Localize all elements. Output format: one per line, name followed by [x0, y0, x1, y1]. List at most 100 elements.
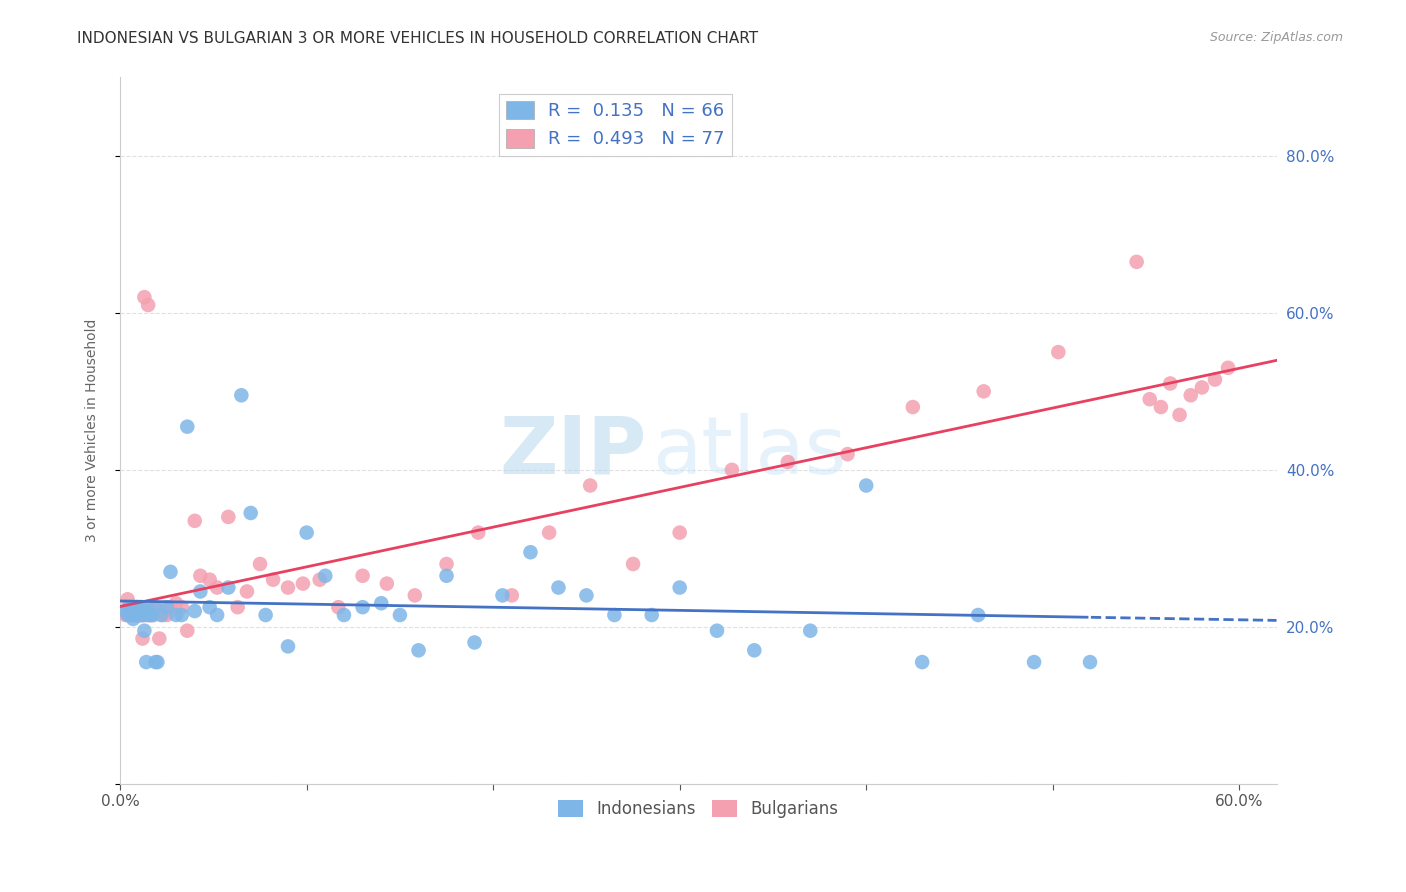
Point — [131, 604, 153, 618]
Point — [118, 604, 141, 618]
Point — [122, 600, 145, 615]
Point — [188, 584, 211, 599]
Point — [436, 557, 458, 571]
Point — [146, 655, 169, 669]
Point — [1125, 255, 1147, 269]
Point — [118, 600, 141, 615]
Point — [134, 624, 156, 638]
Point — [501, 588, 523, 602]
Point — [217, 581, 239, 595]
Point — [159, 600, 181, 615]
Point — [1022, 655, 1045, 669]
Point — [217, 509, 239, 524]
Point — [135, 604, 157, 618]
Point — [136, 607, 159, 622]
Point — [1191, 380, 1213, 394]
Point — [1139, 392, 1161, 407]
Point — [152, 607, 174, 622]
Point — [641, 607, 664, 622]
Point — [404, 588, 426, 602]
Point — [1216, 360, 1239, 375]
Point — [603, 607, 626, 622]
Point — [118, 607, 141, 622]
Point — [184, 604, 207, 618]
Point — [117, 592, 139, 607]
Point — [901, 400, 924, 414]
Point — [184, 514, 207, 528]
Point — [1168, 408, 1191, 422]
Point — [125, 600, 148, 615]
Point — [226, 600, 249, 615]
Point — [328, 600, 350, 615]
Point — [236, 584, 259, 599]
Legend: Indonesians, Bulgarians: Indonesians, Bulgarians — [551, 793, 845, 825]
Point — [120, 607, 142, 622]
Point — [198, 573, 221, 587]
Point — [706, 624, 728, 638]
Point — [547, 581, 569, 595]
Y-axis label: 3 or more Vehicles in Household: 3 or more Vehicles in Household — [86, 319, 100, 542]
Point — [131, 607, 153, 622]
Point — [120, 607, 142, 622]
Point — [128, 604, 150, 618]
Point — [122, 604, 145, 618]
Point — [621, 557, 644, 571]
Point — [165, 596, 187, 610]
Point — [668, 581, 690, 595]
Point — [165, 607, 187, 622]
Point — [134, 604, 156, 618]
Point — [277, 640, 299, 654]
Point — [239, 506, 262, 520]
Point — [124, 604, 146, 618]
Point — [114, 604, 136, 618]
Point — [176, 624, 198, 638]
Point — [1047, 345, 1070, 359]
Point — [463, 635, 485, 649]
Point — [150, 604, 173, 618]
Point — [538, 525, 561, 540]
Point — [188, 568, 211, 582]
Point — [141, 607, 163, 622]
Point — [142, 600, 165, 615]
Point — [129, 607, 152, 622]
Point — [668, 525, 690, 540]
Point — [519, 545, 541, 559]
Point — [139, 607, 162, 622]
Point — [249, 557, 271, 571]
Text: INDONESIAN VS BULGARIAN 3 OR MORE VEHICLES IN HOUSEHOLD CORRELATION CHART: INDONESIAN VS BULGARIAN 3 OR MORE VEHICL… — [77, 31, 758, 46]
Point — [135, 607, 157, 622]
Point — [129, 600, 152, 615]
Text: atlas: atlas — [652, 413, 846, 491]
Point — [575, 588, 598, 602]
Point — [254, 607, 277, 622]
Point — [120, 604, 142, 618]
Point — [156, 607, 179, 622]
Point — [120, 600, 142, 615]
Point — [352, 568, 374, 582]
Point — [117, 607, 139, 622]
Point — [742, 643, 765, 657]
Point — [352, 600, 374, 615]
Point — [131, 607, 153, 622]
Point — [122, 612, 145, 626]
Point — [408, 643, 430, 657]
Point — [308, 573, 330, 587]
Point — [125, 607, 148, 622]
Point — [1159, 376, 1181, 391]
Point — [973, 384, 995, 399]
Point — [128, 607, 150, 622]
Point — [291, 576, 314, 591]
Point — [141, 607, 163, 622]
Point — [129, 607, 152, 622]
Point — [1078, 655, 1101, 669]
Point — [491, 588, 513, 602]
Point — [314, 568, 336, 582]
Point — [262, 573, 284, 587]
Point — [131, 632, 153, 646]
Point — [370, 596, 392, 610]
Point — [176, 419, 198, 434]
Point — [124, 604, 146, 618]
Point — [375, 576, 398, 591]
Point — [136, 604, 159, 618]
Point — [198, 600, 221, 615]
